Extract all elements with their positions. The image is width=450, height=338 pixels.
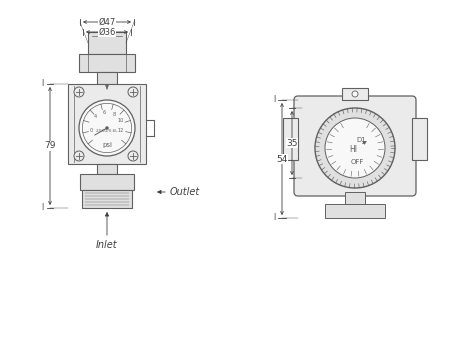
Text: 4: 4	[94, 114, 97, 119]
Circle shape	[105, 126, 108, 129]
Bar	[97, 72, 117, 84]
Text: 12: 12	[118, 127, 124, 132]
Bar	[80, 174, 134, 190]
Bar	[88, 32, 126, 54]
Bar	[82, 190, 132, 208]
Text: 8: 8	[112, 112, 116, 117]
Text: I: I	[273, 214, 275, 222]
Text: D1: D1	[356, 137, 366, 143]
Text: 10: 10	[118, 119, 124, 123]
Text: 79: 79	[44, 142, 56, 150]
Text: I: I	[41, 203, 43, 213]
Circle shape	[352, 91, 358, 97]
Text: I: I	[273, 96, 275, 104]
Bar	[342, 88, 368, 100]
Text: OFF: OFF	[350, 159, 364, 165]
Circle shape	[79, 100, 135, 156]
Text: 2.5KG/0.6L: 2.5KG/0.6L	[96, 129, 118, 133]
Text: Ø47: Ø47	[99, 18, 116, 26]
Text: Outlet: Outlet	[170, 187, 200, 197]
Bar	[97, 164, 117, 174]
Text: Inlet: Inlet	[96, 240, 118, 250]
Text: 35: 35	[286, 139, 298, 147]
Circle shape	[74, 151, 84, 161]
Bar	[325, 204, 385, 218]
Circle shape	[128, 151, 138, 161]
Bar	[345, 192, 365, 204]
Text: 6: 6	[103, 110, 106, 115]
Text: 0: 0	[90, 128, 93, 133]
Bar	[79, 54, 135, 72]
Text: 54: 54	[276, 154, 288, 164]
Text: Ø36: Ø36	[98, 27, 116, 37]
Circle shape	[128, 87, 138, 97]
Bar	[68, 84, 146, 164]
Text: HI: HI	[349, 145, 357, 154]
Bar	[412, 118, 427, 160]
Bar	[283, 118, 298, 160]
Circle shape	[325, 118, 385, 178]
FancyBboxPatch shape	[294, 96, 416, 196]
Text: psi: psi	[102, 142, 112, 148]
Circle shape	[74, 87, 84, 97]
Circle shape	[82, 103, 132, 153]
Text: I: I	[41, 79, 43, 89]
Circle shape	[315, 108, 395, 188]
